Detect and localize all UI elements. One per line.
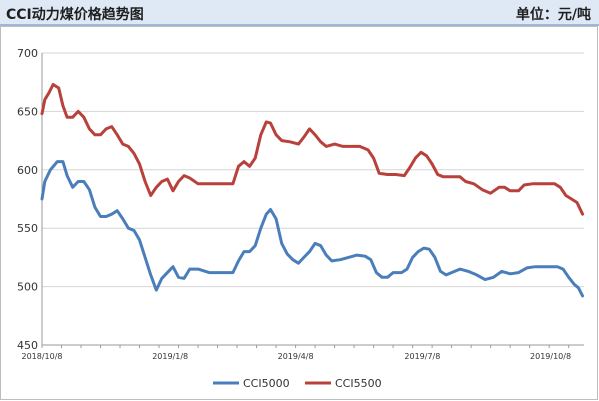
x-tick-label: 2019/4/8 bbox=[278, 352, 314, 361]
series-line-cci5500 bbox=[40, 83, 585, 216]
unit-label: 单位：元/吨 bbox=[515, 7, 591, 23]
chart-frame bbox=[0, 26, 598, 400]
x-tick-label: 2019/10/8 bbox=[530, 352, 571, 361]
axes: 450 500 550 600 650 700 2018/10/8 2019/1/8 2019/… bbox=[17, 47, 584, 361]
y-tick-label: 450 bbox=[17, 339, 38, 352]
x-tick-label: 2019/7/8 bbox=[404, 352, 440, 361]
y-tick-label: 700 bbox=[17, 47, 38, 60]
chart-header: CCI动力煤价格趋势图 单位：元/吨 bbox=[0, 0, 599, 26]
y-tick-label: 600 bbox=[17, 164, 38, 177]
legend-label-cci5500: CCI5500 bbox=[335, 377, 382, 390]
series-line-cci5000 bbox=[40, 160, 585, 298]
x-tick-label: 2019/1/8 bbox=[152, 352, 188, 361]
y-tick-label: 550 bbox=[17, 222, 38, 235]
legend-label-cci5000: CCI5000 bbox=[243, 377, 290, 390]
y-tick-label: 500 bbox=[17, 281, 38, 294]
legend: CCI5000 CCI5500 bbox=[213, 377, 382, 390]
x-tick-label: 2018/10/8 bbox=[21, 352, 62, 361]
grid-lines bbox=[42, 52, 584, 288]
series-lines bbox=[40, 83, 585, 298]
chart-title: CCI动力煤价格趋势图 bbox=[6, 7, 144, 23]
y-tick-label: 650 bbox=[17, 105, 38, 118]
